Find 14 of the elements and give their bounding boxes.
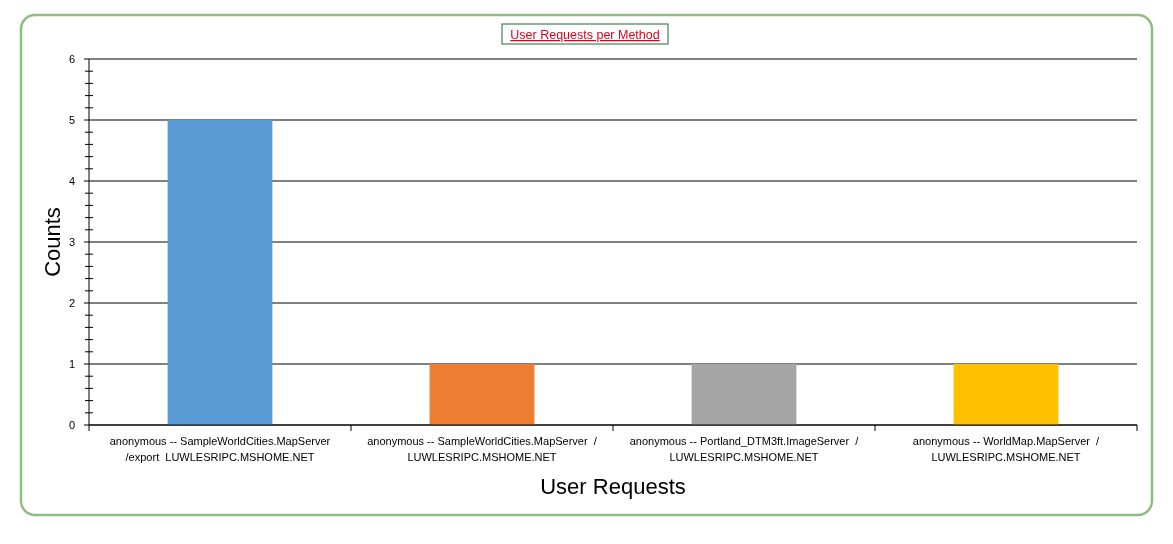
y-tick-label: 4 xyxy=(68,175,75,187)
y-tick-label: 6 xyxy=(68,53,75,65)
x-axis-title: User Requests xyxy=(540,474,686,499)
x-tick-label: anonymous -- Portland_DTM3ft.ImageServer / LUWLESRIPC.MSHOME.NET xyxy=(629,435,860,463)
x-tick-label: anonymous -- WorldMap.MapServer / LUWLESRIPC.MSHOME.NET xyxy=(912,435,1101,463)
x-tick-label: anonymous -- SampleWorldCities.MapServer / LUWLESRIPC.MSHOME.NET xyxy=(367,435,598,463)
y-tick-label: 0 xyxy=(68,419,75,431)
chart-title: User Requests per Method xyxy=(510,28,660,42)
y-tick-label: 1 xyxy=(68,358,75,370)
x-tick-label: anonymous -- SampleWorldCities.MapServer /export LUWLESRIPC.MSHOME.NET xyxy=(109,435,331,463)
y-tick-label: 3 xyxy=(68,236,75,248)
y-tick-label: 2 xyxy=(68,297,75,309)
y-axis-title: Counts xyxy=(40,207,65,277)
y-tick-label: 5 xyxy=(68,114,75,126)
